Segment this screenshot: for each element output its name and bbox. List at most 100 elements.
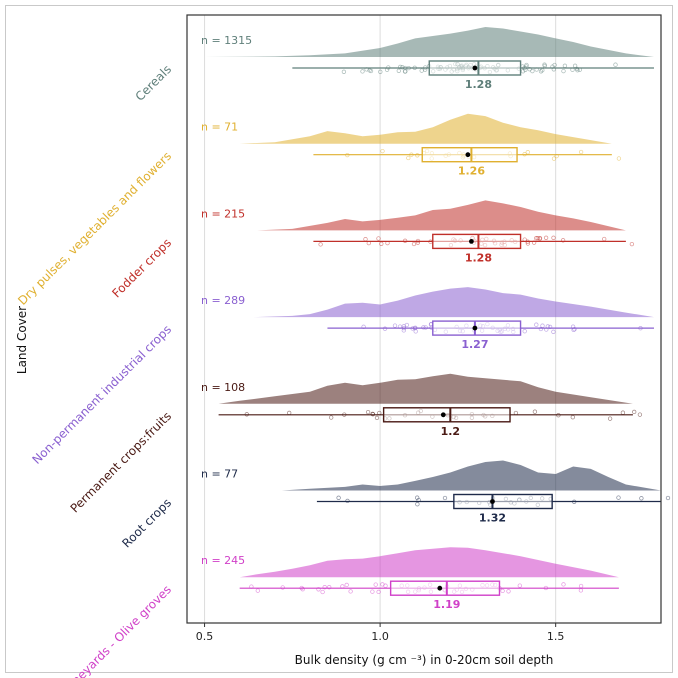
data-point <box>540 323 545 328</box>
x-tick-label: 1.5 <box>547 630 565 643</box>
data-point <box>415 153 420 158</box>
data-point <box>537 236 542 241</box>
data-point <box>523 67 528 72</box>
data-point <box>421 325 426 330</box>
data-point <box>520 69 526 74</box>
data-point <box>341 69 347 74</box>
density-curve <box>204 27 654 57</box>
data-point <box>299 585 304 591</box>
data-point <box>602 236 607 242</box>
sample-size-label: n = 215 <box>201 207 245 220</box>
data-point <box>329 415 334 420</box>
data-point <box>522 152 527 157</box>
category-label: Non-permanent industrial crops <box>30 322 175 467</box>
sample-size-label: n = 77 <box>201 468 238 481</box>
data-point <box>419 68 424 73</box>
data-point <box>342 412 347 417</box>
density-curve <box>239 547 619 578</box>
data-point <box>392 323 398 328</box>
mean-marker <box>472 325 478 331</box>
plot-frame <box>186 14 662 624</box>
density-curve <box>281 460 661 491</box>
sample-size-label: n = 108 <box>201 381 245 394</box>
y-axis-title: Land Cover <box>15 306 29 374</box>
data-point <box>561 582 566 587</box>
mean-marker <box>490 499 495 504</box>
data-point <box>370 411 375 417</box>
density-curve <box>239 113 612 144</box>
data-point <box>522 329 527 334</box>
data-point <box>577 67 582 72</box>
data-point <box>320 589 325 595</box>
data-point <box>383 583 388 588</box>
data-point <box>639 496 644 501</box>
data-point <box>382 326 388 331</box>
data-point <box>409 152 414 157</box>
data-point <box>554 153 559 159</box>
data-point <box>638 326 643 331</box>
category-group: 1.19 n = 245 <box>201 547 619 611</box>
data-point <box>620 410 626 415</box>
data-point <box>377 410 382 416</box>
mean-marker <box>440 412 446 418</box>
figure-border <box>5 5 673 673</box>
data-point <box>522 237 527 242</box>
data-point <box>412 65 417 70</box>
data-point <box>542 62 547 67</box>
data-point <box>376 589 381 595</box>
data-point <box>400 65 405 70</box>
data-point <box>535 236 540 241</box>
sample-size-label: n = 245 <box>201 554 245 567</box>
median-value-label: 1.27 <box>461 338 488 351</box>
data-point <box>363 237 368 242</box>
data-point <box>527 67 532 72</box>
data-point <box>327 585 332 590</box>
data-point <box>534 67 539 72</box>
data-point <box>360 69 365 74</box>
data-point <box>517 583 522 588</box>
data-point <box>376 236 381 241</box>
median-value-label: 1.19 <box>433 598 460 611</box>
data-point <box>637 412 643 417</box>
data-point <box>575 68 580 73</box>
data-point <box>384 67 390 72</box>
data-point <box>280 585 285 590</box>
data-point <box>571 327 576 333</box>
data-point <box>255 588 260 593</box>
data-point <box>244 412 249 417</box>
data-point <box>551 235 556 240</box>
data-point <box>348 589 353 594</box>
data-point <box>616 495 621 500</box>
data-point <box>367 68 372 73</box>
data-point <box>287 410 292 416</box>
data-point <box>578 583 584 589</box>
data-point <box>524 62 529 68</box>
category-group: 1.26 n = 71 <box>201 113 622 178</box>
mean-marker <box>472 65 478 71</box>
data-point <box>525 241 531 246</box>
grid-lines <box>204 15 557 623</box>
data-point <box>442 495 448 501</box>
median-value-label: 1.32 <box>479 512 506 525</box>
data-point <box>540 68 545 73</box>
data-point <box>373 582 378 587</box>
data-point <box>411 241 417 247</box>
median-value-label: 1.28 <box>465 78 492 91</box>
data-point <box>578 588 584 593</box>
category-group: 1.2 n = 108 <box>201 373 643 438</box>
iqr-box <box>453 493 553 510</box>
data-point <box>561 68 566 74</box>
data-point <box>340 584 345 589</box>
data-point <box>632 409 637 415</box>
sample-size-label: n = 289 <box>201 294 245 307</box>
data-point <box>402 238 408 243</box>
median-value-label: 1.26 <box>458 165 485 178</box>
category-label: Root crops <box>119 496 174 551</box>
density-curve <box>257 200 626 231</box>
data-point <box>560 238 566 243</box>
category-labels: Cereals Dry pulses, vegetables and flower… <box>15 62 174 678</box>
category-label: Dry pulses, vegetables and flowers <box>15 149 174 308</box>
data-point <box>607 416 613 421</box>
mean-marker <box>465 152 471 158</box>
